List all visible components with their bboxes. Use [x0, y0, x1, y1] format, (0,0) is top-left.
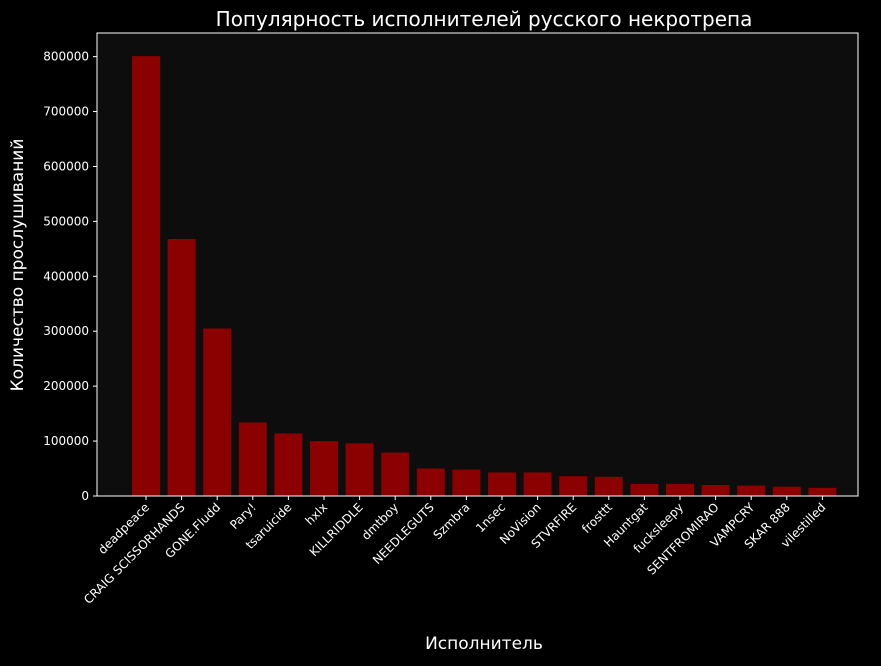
bar [452, 469, 481, 496]
bar [701, 485, 730, 496]
bar [310, 441, 338, 496]
bar [594, 476, 623, 496]
bars [132, 56, 837, 496]
y-tick-label: 800000 [43, 50, 89, 64]
bar [274, 433, 303, 496]
bar [167, 239, 196, 496]
bar [203, 328, 232, 496]
chart-title: Популярность исполнителей русского некро… [216, 7, 753, 31]
bar [772, 486, 801, 496]
bar [345, 443, 374, 496]
bar [737, 485, 766, 496]
y-tick-label: 500000 [43, 214, 89, 228]
y-tick-label: 300000 [43, 324, 89, 338]
bar [666, 483, 694, 496]
bar [559, 476, 588, 496]
bar [381, 452, 410, 496]
y-tick-label: 700000 [43, 105, 89, 119]
y-tick-label: 200000 [43, 379, 89, 393]
bar [488, 472, 516, 496]
bar [238, 422, 267, 496]
bar [523, 472, 552, 496]
bar [630, 483, 659, 496]
y-tick-label: 600000 [43, 159, 89, 173]
y-tick-label: 0 [81, 489, 89, 503]
bar [132, 56, 160, 496]
bar [416, 468, 445, 496]
bar [808, 487, 837, 496]
y-tick-label: 400000 [43, 269, 89, 283]
plot-frame [96, 32, 859, 497]
y-tick-label: 100000 [43, 434, 89, 448]
x-axis-label: Исполнитель [425, 634, 543, 654]
y-axis-label: Количество прослушиваний [8, 139, 28, 392]
y-axis-ticks: 0 100000 200000 300000 400000 500000 600000 700… [43, 50, 97, 503]
